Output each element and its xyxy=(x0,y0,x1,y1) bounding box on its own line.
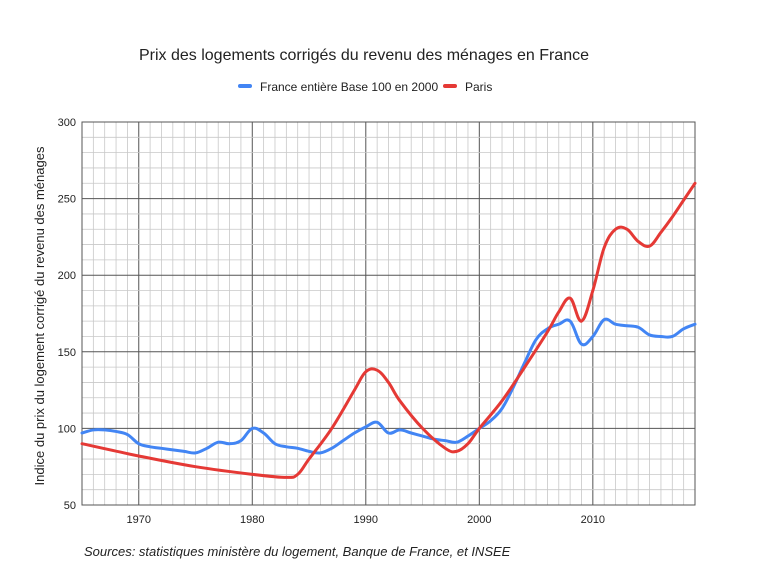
legend-swatch-france xyxy=(238,84,252,88)
legend-label-france: France entière Base 100 en 2000 xyxy=(260,80,438,94)
chart-title: Prix des logements corrigés du revenu de… xyxy=(139,47,589,64)
legend-label-paris: Paris xyxy=(465,80,492,94)
series-lines xyxy=(80,181,697,479)
y-tick-label: 100 xyxy=(58,423,76,435)
legend-swatch-paris xyxy=(443,84,457,88)
y-tick-label: 150 xyxy=(58,347,76,359)
y-tick-label: 200 xyxy=(58,270,76,282)
tick-labels: 1970 1980 1990 2000 2010 50 100 150 200 250 300 xyxy=(58,117,605,526)
x-tick-label: 2000 xyxy=(467,514,491,526)
y-tick-label: 50 xyxy=(64,500,76,512)
source-note: Sources: statistiques ministère du logem… xyxy=(84,544,511,559)
axes xyxy=(81,121,696,506)
y-tick-label: 300 xyxy=(58,117,76,129)
x-tick-label: 1980 xyxy=(240,514,264,526)
x-tick-label: 2010 xyxy=(581,514,605,526)
x-tick-label: 1990 xyxy=(354,514,378,526)
plot-frame xyxy=(81,121,696,506)
y-tick-label: 250 xyxy=(58,194,76,206)
legend: France entière Base 100 en 2000 Paris xyxy=(238,80,492,94)
series-line-france xyxy=(80,317,697,455)
grid-lines xyxy=(81,121,696,506)
series-line-paris xyxy=(80,181,697,479)
y-axis-title: Indice du prix du logement corrigé du re… xyxy=(32,146,47,485)
x-tick-label: 1970 xyxy=(127,514,151,526)
